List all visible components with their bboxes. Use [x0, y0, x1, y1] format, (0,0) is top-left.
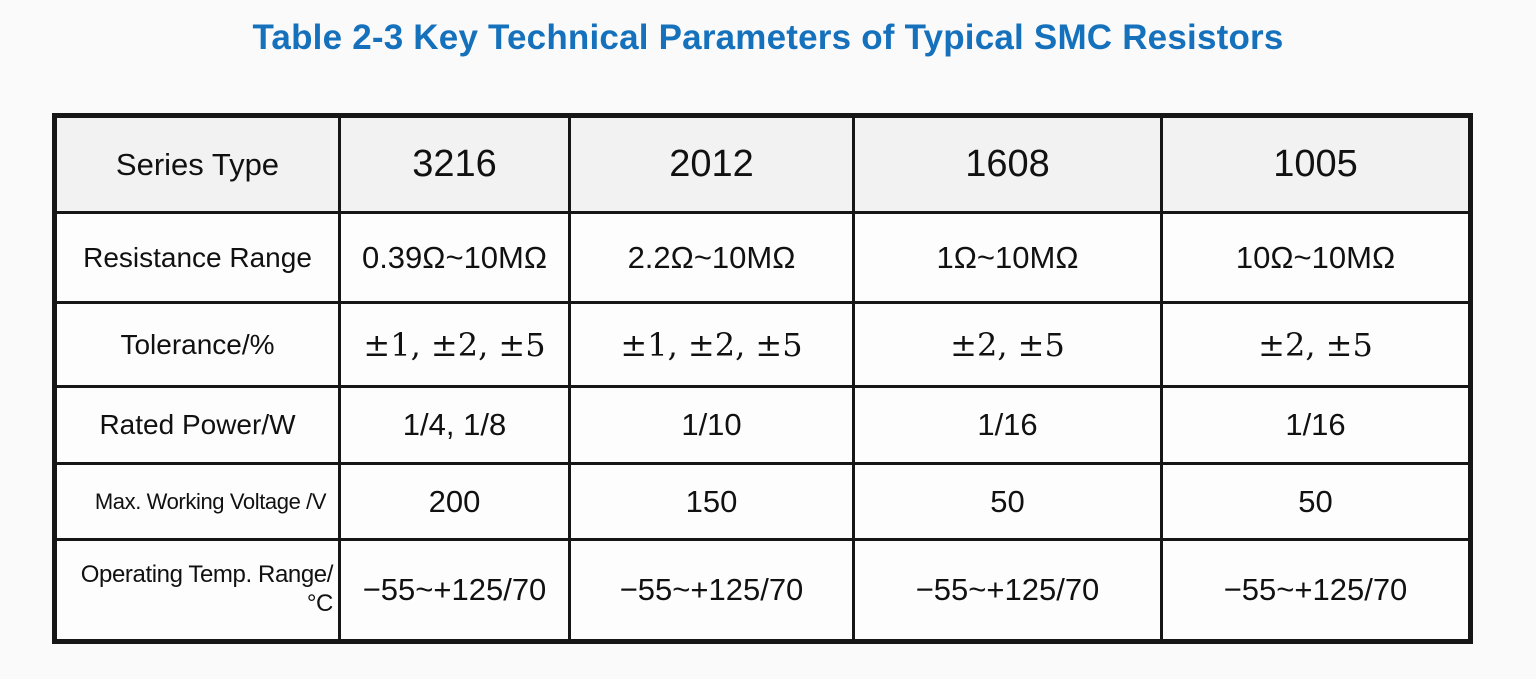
cell-temp-2012: −55~+125/70 — [568, 538, 855, 643]
cell-resistance-1608: 1Ω~10MΩ — [852, 211, 1163, 304]
row-label-resistance-range: Resistance Range — [53, 211, 341, 304]
header-col-3216: 3216 — [338, 114, 571, 214]
cell-power-2012: 1/10 — [568, 385, 855, 465]
table-header-row: Series Type 3216 2012 1608 1005 — [53, 114, 1472, 214]
header-series-type: Series Type — [53, 114, 341, 214]
cell-temp-1608: −55~+125/70 — [852, 538, 1163, 643]
row-tolerance: Tolerance/% ±1, ±2, ±5 ±1, ±2, ±5 ±2, ±5… — [53, 301, 1472, 388]
row-label-tolerance: Tolerance/% — [53, 301, 341, 388]
cell-tolerance-2012: ±1, ±2, ±5 — [568, 301, 855, 388]
row-label-operating-temp-range: Operating Temp. Range/ °C — [53, 538, 341, 643]
cell-voltage-2012: 150 — [568, 462, 855, 541]
cell-power-1608: 1/16 — [852, 385, 1163, 465]
row-rated-power: Rated Power/W 1/4, 1/8 1/10 1/16 1/16 — [53, 385, 1472, 465]
cell-power-1005: 1/16 — [1160, 385, 1472, 465]
header-col-1005: 1005 — [1160, 114, 1472, 214]
cell-tolerance-3216: ±1, ±2, ±5 — [338, 301, 571, 388]
cell-resistance-1005: 10Ω~10MΩ — [1160, 211, 1472, 304]
row-operating-temp-range: Operating Temp. Range/ °C −55~+125/70 −5… — [53, 538, 1472, 643]
cell-resistance-2012: 2.2Ω~10MΩ — [568, 211, 855, 304]
cell-power-3216: 1/4, 1/8 — [338, 385, 571, 465]
cell-resistance-3216: 0.39Ω~10MΩ — [338, 211, 571, 304]
cell-tolerance-1608: ±2, ±5 — [852, 301, 1163, 388]
cell-tolerance-1005: ±2, ±5 — [1160, 301, 1472, 388]
cell-temp-1005: −55~+125/70 — [1160, 538, 1472, 643]
header-col-2012: 2012 — [568, 114, 855, 214]
cell-voltage-3216: 200 — [338, 462, 571, 541]
cell-voltage-1608: 50 — [852, 462, 1163, 541]
cell-temp-3216: −55~+125/70 — [338, 538, 571, 643]
page-title: Table 2-3 Key Technical Parameters of Ty… — [252, 18, 1284, 57]
smc-resistor-parameters-table: Series Type 3216 2012 1608 1005 Resistan… — [52, 113, 1473, 644]
row-label-rated-power: Rated Power/W — [53, 385, 341, 465]
row-max-working-voltage: Max. Working Voltage /V 200 150 50 50 — [53, 462, 1472, 541]
row-label-max-working-voltage: Max. Working Voltage /V — [53, 462, 341, 541]
row-resistance-range: Resistance Range 0.39Ω~10MΩ 2.2Ω~10MΩ 1Ω… — [53, 211, 1472, 304]
cell-voltage-1005: 50 — [1160, 462, 1472, 541]
header-col-1608: 1608 — [852, 114, 1163, 214]
